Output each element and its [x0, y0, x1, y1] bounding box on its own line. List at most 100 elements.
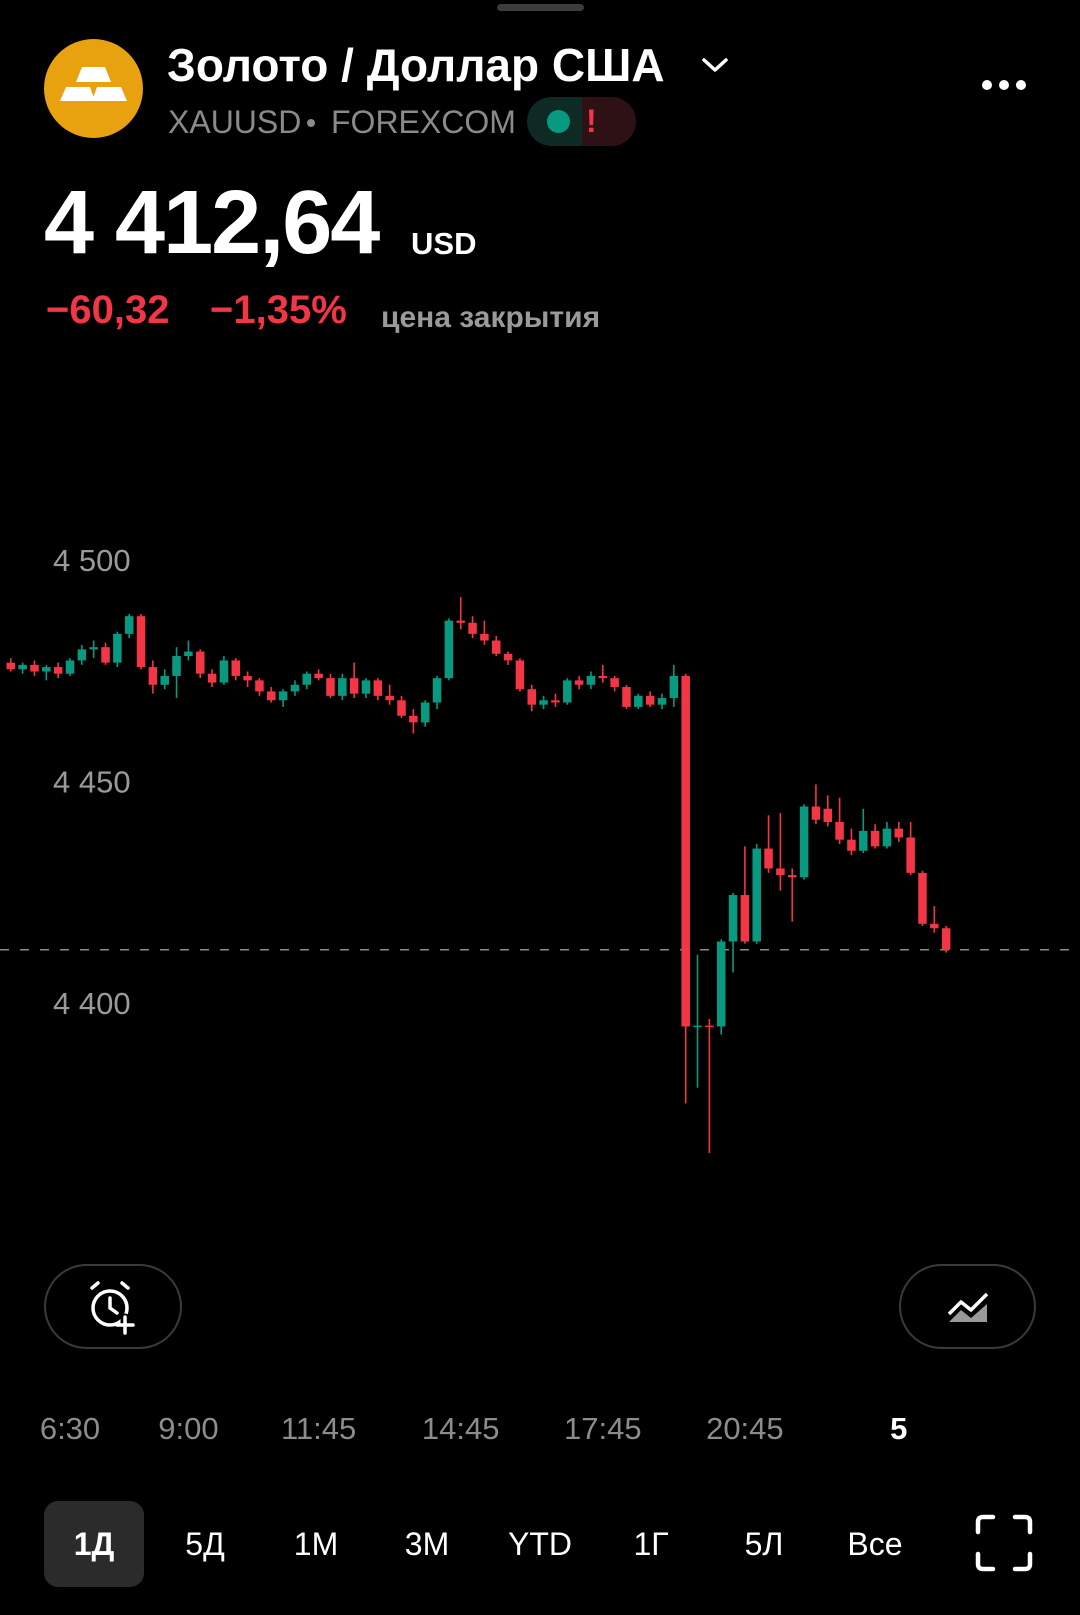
candle-body: [338, 678, 347, 696]
x-tick-label: 14:45: [422, 1411, 500, 1446]
candle-body: [882, 828, 892, 847]
candle-body: [610, 678, 619, 687]
candle: [89, 640, 98, 659]
candle: [302, 671, 312, 690]
timeframe-tab[interactable]: 3М: [404, 1526, 450, 1562]
candle-body: [89, 647, 98, 650]
candle: [622, 684, 631, 710]
timeframe-tab[interactable]: 1Д: [44, 1501, 144, 1587]
candle-body: [314, 673, 323, 679]
candle-body: [444, 620, 454, 679]
candle-body: [420, 702, 430, 723]
candle-body: [184, 651, 193, 657]
candle-body: [148, 667, 158, 685]
candle-body: [551, 700, 560, 703]
drag-handle[interactable]: [497, 4, 584, 11]
candle: [207, 669, 217, 687]
candle-body: [728, 895, 738, 942]
candle-body: [563, 680, 572, 703]
candle: [716, 939, 726, 1035]
timeframe-tab[interactable]: Все: [847, 1526, 903, 1562]
timeframe-tab[interactable]: 5Д: [185, 1526, 225, 1562]
candle: [574, 675, 584, 690]
candle-body: [160, 675, 169, 685]
candle: [693, 954, 702, 1088]
add-alert-button[interactable]: [44, 1264, 182, 1349]
candle: [728, 892, 738, 973]
candle-body: [776, 868, 785, 876]
candle-body: [243, 675, 252, 681]
candle-body: [799, 806, 809, 878]
candle-body: [669, 675, 679, 699]
candle-body: [918, 872, 927, 924]
candle-body: [349, 678, 359, 694]
candle-body: [503, 653, 513, 661]
currency: USD: [411, 226, 477, 261]
candle-body: [847, 839, 856, 851]
candle: [811, 784, 821, 825]
candle-body: [278, 691, 288, 701]
candle: [101, 642, 110, 665]
candle: [941, 926, 951, 953]
timeframe-tab[interactable]: 1Г: [633, 1526, 669, 1562]
candle-body: [207, 673, 217, 683]
candle: [361, 678, 371, 699]
timeframe-tab[interactable]: YTD: [508, 1526, 572, 1562]
candle-body: [598, 675, 608, 679]
candle: [6, 658, 16, 672]
candle-body: [586, 675, 596, 685]
candle-body: [172, 656, 181, 676]
timeframe-tab[interactable]: 5Л: [744, 1526, 784, 1562]
status-open: [527, 97, 582, 146]
candle: [787, 868, 797, 922]
candle-body: [53, 667, 63, 674]
candle: [160, 669, 169, 690]
candle-body: [219, 660, 229, 683]
candle-body: [870, 830, 880, 847]
candle-body: [432, 678, 442, 703]
candle-body: [645, 695, 655, 705]
candle-body: [622, 686, 631, 707]
candle: [610, 675, 619, 692]
candle: [385, 684, 394, 705]
candle-body: [657, 698, 667, 705]
chart-style-button[interactable]: [899, 1264, 1036, 1349]
candle: [397, 695, 406, 718]
candle: [420, 700, 430, 727]
candle-body: [859, 830, 868, 851]
candle: [255, 678, 264, 696]
candle: [669, 664, 679, 707]
fullscreen-button[interactable]: [975, 1514, 1033, 1572]
symbol-title[interactable]: Золото / Доллар США: [167, 39, 665, 91]
candle-body: [515, 660, 525, 690]
more-menu[interactable]: [980, 78, 1030, 92]
candle-body: [941, 928, 951, 950]
candle-body: [42, 667, 51, 672]
y-tick-label: 4 450: [53, 765, 131, 800]
alarm-icon: [90, 1281, 135, 1337]
candle: [551, 693, 560, 707]
candle-body: [30, 664, 39, 672]
candle: [42, 664, 51, 681]
candle-body: [634, 695, 643, 707]
candle-body: [491, 640, 501, 654]
candle: [598, 664, 608, 683]
candle-body: [823, 808, 833, 822]
candle: [65, 658, 75, 676]
candle-body: [397, 700, 406, 716]
candle: [409, 709, 418, 734]
candle: [645, 691, 655, 707]
timeframe-tab[interactable]: 1М: [293, 1526, 339, 1562]
candle: [314, 669, 323, 681]
candle-body: [539, 700, 548, 705]
percent-change: −1,35%: [210, 288, 347, 332]
symbol-icon: [44, 39, 143, 138]
candle: [776, 813, 785, 891]
candle-body: [124, 616, 134, 634]
candle-body: [811, 806, 821, 820]
market-status[interactable]: !: [527, 97, 636, 146]
candle: [705, 1018, 714, 1154]
candle-body: [326, 678, 335, 696]
title-chevron[interactable]: [700, 55, 730, 75]
candle: [527, 684, 537, 712]
